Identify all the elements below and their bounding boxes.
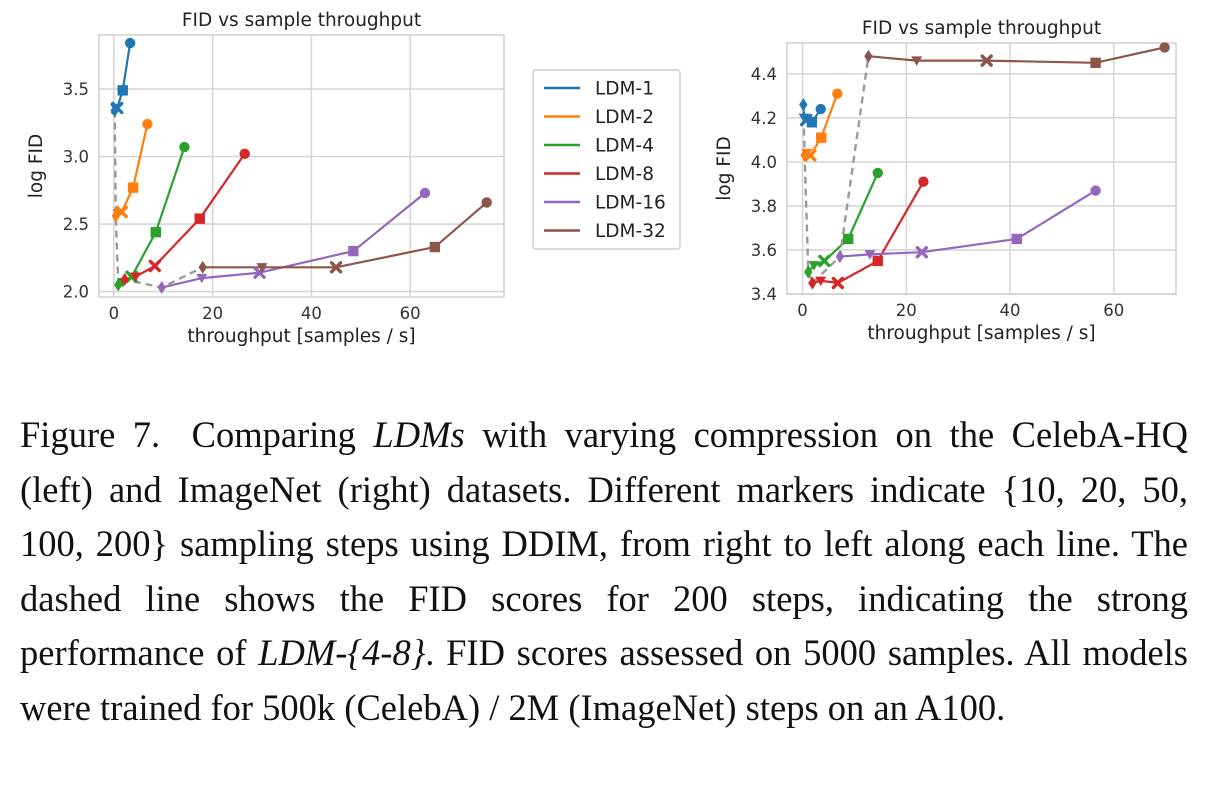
right-point-ldm-16-20-steps xyxy=(1011,233,1022,245)
right-point-ldm-16-200-steps xyxy=(835,250,845,264)
right-xtick-label: 40 xyxy=(1000,301,1021,320)
chart-right: 0 20 40 60 3.4 3.6 3.8 4.0 4.2 4.4 FID vs sample t… xyxy=(714,18,1177,344)
legend-label-ldm-32: LDM-32 xyxy=(595,221,666,242)
left-point-ldm-32-100-steps xyxy=(256,263,268,273)
right-xtick-label: 60 xyxy=(1103,301,1124,320)
right-point-ldm-1-200-steps xyxy=(799,98,808,112)
right-point-ldm-8-50-steps xyxy=(831,276,845,290)
left-point-ldm-16-200-steps xyxy=(157,281,166,295)
left-ytick-label: 3.0 xyxy=(63,148,89,167)
right-point-ldm-8-10-steps xyxy=(918,176,929,187)
left-ylabel: log FID xyxy=(26,134,47,198)
left-point-ldm-8-10-steps xyxy=(239,148,250,160)
left-xtick-label: 60 xyxy=(400,304,421,323)
left-point-ldm-1-200-steps xyxy=(110,104,119,118)
left-xtick-label: 0 xyxy=(109,304,120,323)
left-point-ldm-32-200-steps xyxy=(198,260,207,274)
left-point-ldm-32-50-steps xyxy=(329,261,343,274)
caption-text-1: Comparing xyxy=(191,414,374,455)
legend-box xyxy=(532,69,681,250)
right-point-ldm-32-20-steps xyxy=(1090,57,1101,69)
right-ytick-label: 4.4 xyxy=(751,65,777,84)
right-dashed-200-steps-line xyxy=(802,56,870,286)
right-point-ldm-4-50-steps xyxy=(818,254,831,268)
left-point-ldm-1-10-steps xyxy=(124,37,136,49)
right-point-ldm-32-100-steps xyxy=(911,56,923,66)
right-ytick-label: 3.8 xyxy=(751,197,777,216)
left-ytick-label: 2.0 xyxy=(63,283,89,302)
right-xtick-label: 0 xyxy=(797,301,808,320)
right-point-ldm-2-20-steps xyxy=(816,132,827,143)
left-point-ldm-4-10-steps xyxy=(179,141,190,153)
right-ytick-label: 4.2 xyxy=(751,109,777,128)
right-point-ldm-1-10-steps xyxy=(815,103,826,115)
figure-area: 0 20 40 60 2.0 2.5 3.0 3.5 FID vs sample through… xyxy=(26,10,1177,347)
left-point-ldm-2-10-steps xyxy=(142,118,153,130)
legend-label-ldm-4: LDM-4 xyxy=(595,136,654,157)
left-point-ldm-2-200-steps xyxy=(111,209,120,223)
right-xtick-label: 20 xyxy=(896,301,917,320)
left-point-ldm-8-20-steps xyxy=(194,213,205,224)
caption-text-3: . FID scores assessed on 5000 samples. A… xyxy=(20,632,1188,728)
left-point-ldm-8-200-steps xyxy=(120,272,129,286)
left-point-ldm-4-200-steps xyxy=(114,278,123,292)
right-point-ldm-4-20-steps xyxy=(843,233,854,245)
right-point-ldm-4-200-steps xyxy=(804,265,813,279)
right-ylabel: log FID xyxy=(714,136,735,200)
left-point-ldm-8-100-steps xyxy=(130,272,142,282)
right-point-ldm-32-50-steps xyxy=(980,54,993,67)
left-point-ldm-8-50-steps xyxy=(148,259,162,273)
left-title: FID vs sample throughput xyxy=(182,10,421,31)
right-point-ldm-8-100-steps xyxy=(815,276,827,286)
legend-label-ldm-16: LDM-16 xyxy=(595,193,666,214)
left-xtick-label: 40 xyxy=(301,304,322,323)
left-point-ldm-16-20-steps xyxy=(348,245,359,257)
figure-label: Figure 7. xyxy=(20,414,161,455)
right-frame xyxy=(786,42,1177,295)
caption-emphasis-ldm-4-8: LDM-{4-8} xyxy=(258,632,426,673)
left-xtick-label: 20 xyxy=(202,304,223,323)
right-ytick-label: 4.0 xyxy=(751,153,777,172)
left-dashed-200-steps-line xyxy=(113,110,204,289)
right-point-ldm-1-100-steps xyxy=(798,113,810,124)
left-point-ldm-4-20-steps xyxy=(150,226,161,238)
left-point-ldm-1-20-steps xyxy=(117,85,128,96)
right-ytick-label: 3.4 xyxy=(751,285,777,304)
right-point-ldm-2-200-steps xyxy=(800,148,809,162)
chart-left: 0 20 40 60 2.0 2.5 3.0 3.5 FID vs sample through… xyxy=(26,10,505,347)
left-point-ldm-2-20-steps xyxy=(127,182,139,193)
legend-label-ldm-8: LDM-8 xyxy=(595,164,654,185)
left-frame xyxy=(98,34,505,298)
figure-caption: Figure 7. Comparing LDMs with varying co… xyxy=(20,408,1188,735)
right-point-ldm-32-10-steps xyxy=(1159,42,1170,53)
left-point-ldm-16-100-steps xyxy=(196,273,208,284)
left-point-ldm-32-10-steps xyxy=(481,197,492,208)
right-xlabel: throughput [samples / s] xyxy=(867,323,1095,344)
legend: LDM-1 LDM-2 LDM-4 LDM-8 LDM-16 LDM-32 xyxy=(532,69,681,250)
left-point-ldm-16-10-steps xyxy=(419,187,431,199)
left-plot-area xyxy=(99,35,504,297)
right-point-ldm-8-20-steps xyxy=(872,255,883,267)
right-point-ldm-1-20-steps xyxy=(806,117,818,128)
right-point-ldm-16-100-steps xyxy=(864,250,876,260)
right-ytick-label: 3.6 xyxy=(751,241,777,260)
right-point-ldm-16-50-steps xyxy=(915,245,929,259)
caption-emphasis-ldms: LDMs xyxy=(373,414,465,455)
caption-text-2: with varying compression on the CelebA-H… xyxy=(20,414,1189,673)
left-ytick-label: 3.5 xyxy=(63,80,89,99)
left-ytick-label: 2.5 xyxy=(63,215,89,234)
right-point-ldm-32-200-steps xyxy=(864,49,873,63)
right-point-ldm-2-10-steps xyxy=(832,88,843,99)
legend-label-ldm-1: LDM-1 xyxy=(595,79,654,100)
left-point-ldm-32-20-steps xyxy=(429,241,441,253)
right-point-ldm-4-100-steps xyxy=(808,261,820,271)
left-xlabel: throughput [samples / s] xyxy=(187,326,415,347)
right-title: FID vs sample throughput xyxy=(862,18,1101,39)
legend-label-ldm-2: LDM-2 xyxy=(595,107,654,128)
right-point-ldm-16-10-steps xyxy=(1090,185,1101,196)
right-point-ldm-8-200-steps xyxy=(808,276,817,290)
right-point-ldm-4-10-steps xyxy=(872,167,883,179)
